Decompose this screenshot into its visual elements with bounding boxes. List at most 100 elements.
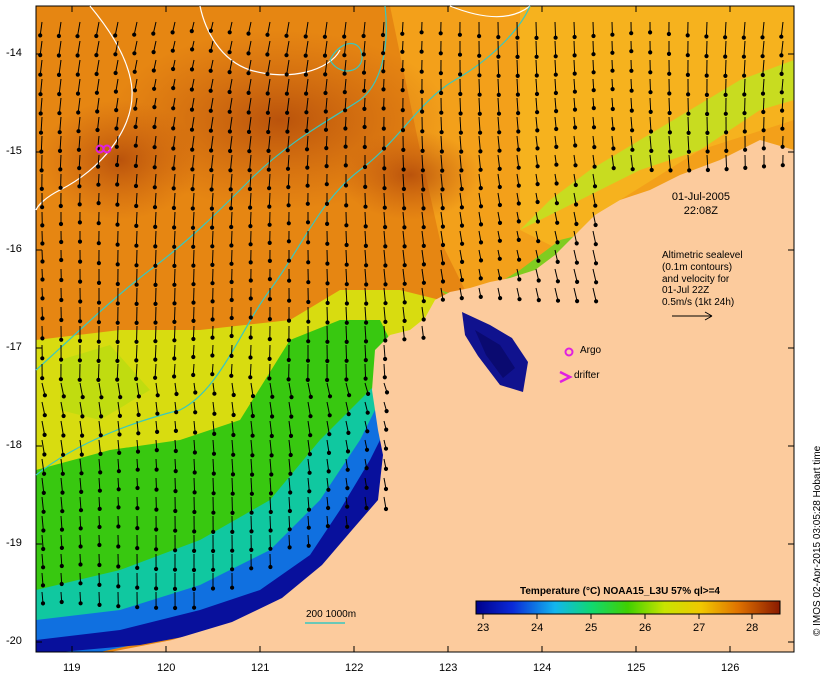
velocity-arrowhead (116, 564, 121, 569)
velocity-arrowhead (574, 241, 579, 246)
velocity-arrowhead (534, 54, 539, 59)
velocity-arrowhead (132, 32, 137, 37)
velocity-arrowhead (59, 277, 64, 283)
velocity-arrow (288, 496, 291, 512)
velocity-arrowhead (268, 491, 274, 496)
velocity-arrow (402, 230, 406, 247)
velocity-arrowhead (191, 282, 196, 287)
velocity-arrowhead (668, 168, 673, 173)
velocity-arrowhead (555, 240, 560, 245)
colorbar-tick-label: 26 (639, 622, 652, 634)
velocity-arrowhead (96, 261, 102, 266)
velocity-arrow (79, 420, 83, 436)
velocity-arrowhead (534, 91, 540, 97)
velocity-arrow (79, 477, 82, 492)
velocity-arrowhead (286, 185, 291, 190)
velocity-arrow (268, 173, 271, 189)
velocity-arrowhead (152, 86, 157, 91)
velocity-arrowhead (135, 506, 140, 511)
velocity-arrow (248, 78, 252, 93)
velocity-arrow (781, 78, 784, 93)
velocity-arrow (210, 116, 214, 131)
velocity-arrow (269, 439, 273, 456)
velocity-arrow (497, 173, 501, 188)
velocity-arrowhead (56, 33, 62, 39)
velocity-arrowhead (285, 148, 290, 153)
velocity-arrow (402, 173, 405, 190)
velocity-arrowhead (667, 91, 672, 96)
velocity-arrowhead (380, 32, 386, 38)
velocity-arrowhead (42, 413, 47, 418)
velocity-arrow (98, 477, 101, 491)
velocity-arrowhead (59, 545, 65, 551)
velocity-arrowhead (56, 53, 62, 58)
velocity-arrow (98, 401, 102, 417)
velocity-arrowhead (249, 510, 254, 515)
velocity-arrowhead (497, 184, 502, 190)
velocity-arrow (611, 154, 615, 169)
velocity-arrowhead (381, 87, 386, 92)
velocity-arrow (743, 78, 746, 95)
lon-label: 119 (63, 662, 81, 674)
velocity-arrowhead (629, 31, 634, 36)
velocity-arrowhead (117, 450, 122, 455)
velocity-arrowhead (248, 296, 253, 301)
velocity-arrowhead (98, 470, 103, 475)
velocity-arrow (592, 192, 596, 206)
velocity-arrowhead (686, 149, 692, 154)
velocity-arrow (288, 420, 292, 436)
velocity-arrowhead (362, 144, 367, 150)
velocity-arrow (288, 477, 291, 493)
velocity-arrowhead (77, 358, 83, 363)
velocity-arrowhead (154, 605, 159, 610)
velocity-arrow (516, 59, 519, 76)
velocity-arrowhead (40, 316, 45, 321)
axis-ticks (36, 6, 794, 652)
velocity-arrowhead (40, 583, 46, 588)
velocity-arrowhead (306, 525, 311, 530)
velocity-arrow (115, 78, 119, 92)
velocity-arrowhead (116, 524, 121, 529)
velocity-arrowhead (113, 89, 119, 94)
velocity-arrowhead (573, 143, 578, 148)
velocity-arrow (497, 135, 500, 151)
velocity-arrowhead (306, 299, 311, 305)
velocity-arrow (136, 249, 138, 266)
velocity-arrow (383, 211, 386, 228)
velocity-arrowhead (135, 605, 140, 610)
velocity-arrowhead (307, 489, 312, 494)
velocity-arrowhead (421, 187, 426, 192)
velocity-arrow (77, 97, 81, 113)
velocity-arrow (421, 192, 424, 209)
velocity-arrowhead (190, 206, 195, 211)
sst-field (36, 6, 794, 652)
velocity-arrowhead (419, 69, 424, 74)
velocity-arrowhead (228, 206, 234, 211)
velocity-arrow (305, 97, 309, 113)
velocity-arrowhead (306, 280, 311, 285)
velocity-arrowhead (381, 69, 386, 74)
velocity-arrowhead (172, 282, 177, 287)
velocity-arrowhead (57, 111, 62, 116)
velocity-arrowhead (383, 244, 388, 249)
velocity-arrowhead (40, 205, 45, 210)
velocity-arrowhead (780, 126, 785, 131)
velocity-arrowhead (210, 299, 215, 304)
velocity-arrowhead (115, 262, 120, 267)
velocity-arrowhead (170, 48, 175, 53)
argo-legend-marker (564, 347, 574, 357)
velocity-arrowhead (648, 70, 653, 75)
velocity-arrowhead (285, 129, 290, 134)
velocity-arrowhead (286, 338, 291, 343)
velocity-arrowhead (742, 92, 747, 97)
velocity-arrowhead (402, 225, 407, 230)
velocity-arrowhead (135, 526, 140, 531)
velocity-arrowhead (191, 336, 196, 342)
velocity-arrow (307, 496, 310, 510)
velocity-arrow (230, 211, 233, 228)
velocity-arrow (402, 249, 406, 266)
velocity-arrow (288, 458, 291, 474)
velocity-arrowhead (324, 182, 329, 187)
velocity-arrowhead (497, 238, 502, 243)
velocity-arrow (248, 59, 252, 74)
